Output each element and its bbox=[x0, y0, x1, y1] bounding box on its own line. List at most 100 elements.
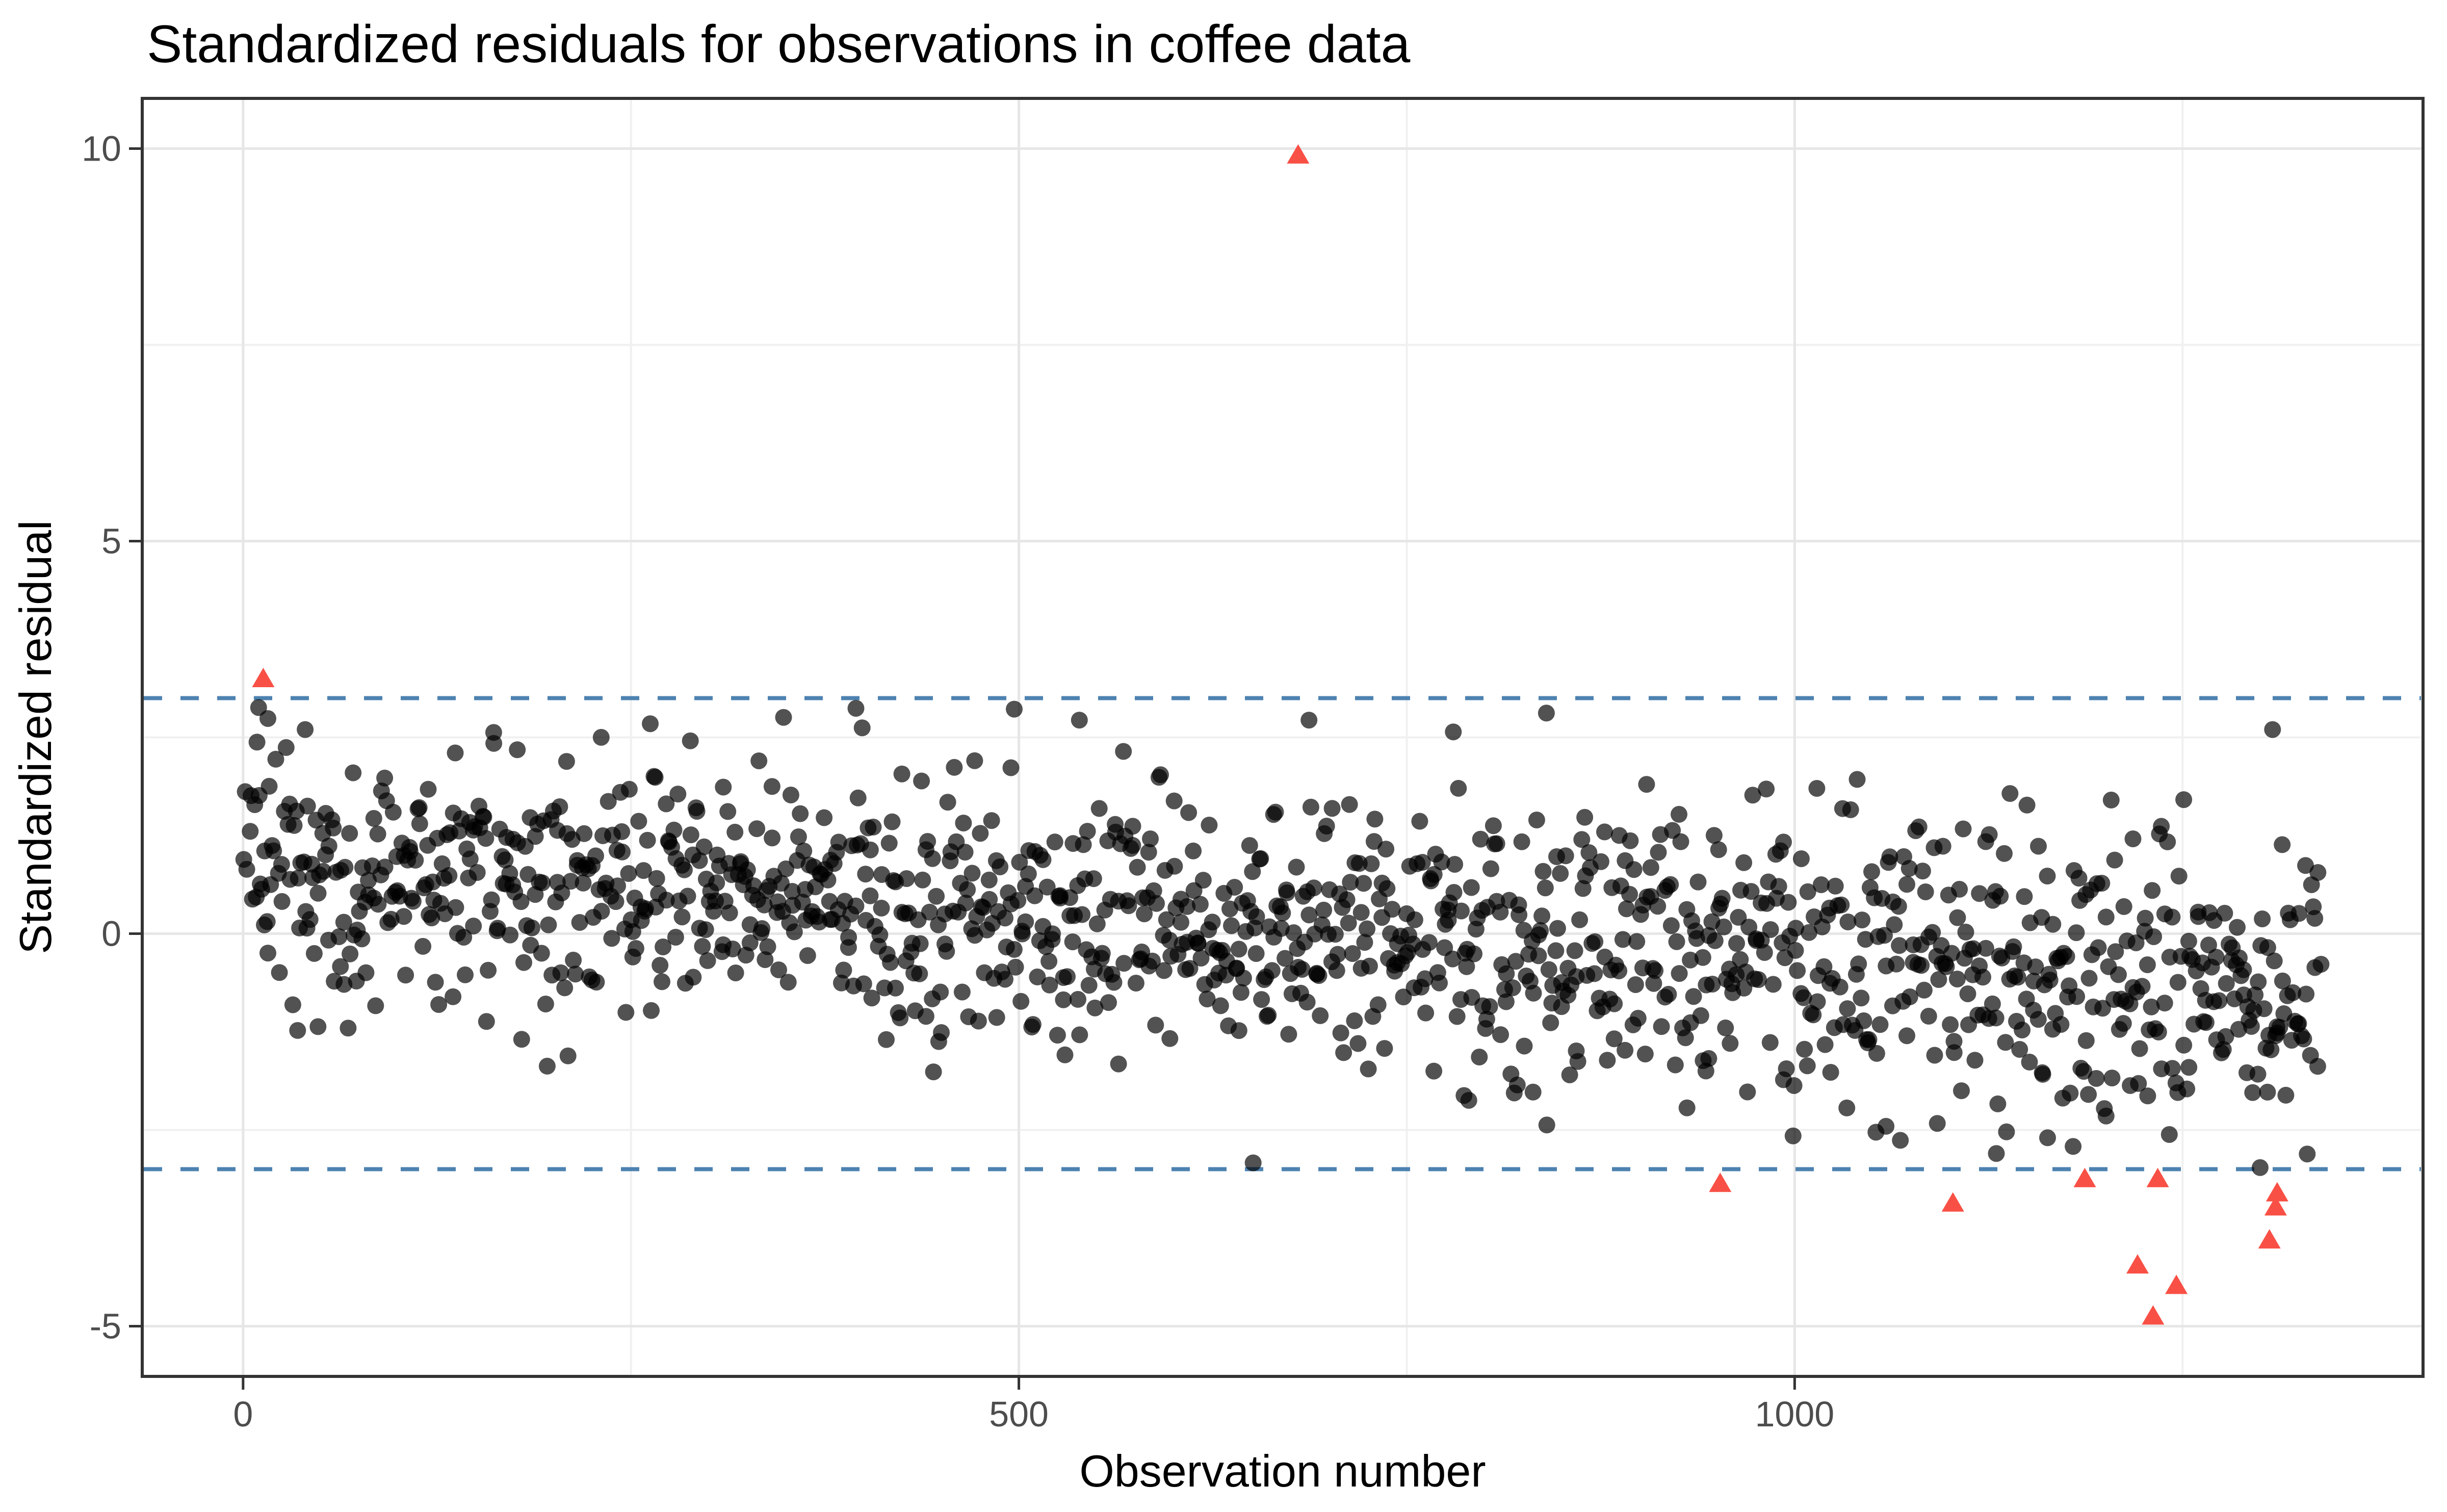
data-point bbox=[325, 819, 342, 837]
data-point bbox=[753, 920, 771, 937]
data-point bbox=[1279, 884, 1295, 901]
data-point bbox=[2102, 791, 2120, 809]
data-point bbox=[1728, 935, 1745, 952]
data-point bbox=[384, 803, 402, 821]
data-point bbox=[2027, 958, 2044, 976]
data-point bbox=[1300, 906, 1318, 924]
data-point bbox=[587, 847, 604, 865]
data-point bbox=[1226, 879, 1243, 896]
data-point bbox=[1448, 1008, 1466, 1025]
y-tick-label: 10 bbox=[82, 129, 121, 169]
data-point bbox=[855, 975, 872, 993]
data-point bbox=[1671, 805, 1687, 823]
data-point bbox=[694, 938, 711, 955]
data-point bbox=[1965, 940, 1982, 957]
data-point bbox=[1910, 818, 1928, 836]
data-point bbox=[1996, 845, 2013, 862]
data-point bbox=[513, 1031, 530, 1048]
data-point bbox=[1029, 968, 1046, 985]
data-point bbox=[1155, 962, 1173, 979]
data-point bbox=[414, 937, 432, 955]
data-point bbox=[593, 903, 610, 920]
data-point bbox=[1460, 1092, 1477, 1109]
data-point bbox=[567, 966, 584, 983]
data-point bbox=[654, 973, 670, 990]
data-point bbox=[1136, 905, 1153, 923]
data-point bbox=[2068, 924, 2085, 942]
data-point bbox=[2075, 1063, 2093, 1080]
data-point bbox=[1586, 965, 1603, 982]
data-point bbox=[1356, 934, 1373, 951]
data-point bbox=[1056, 1046, 1074, 1063]
data-point bbox=[1692, 1007, 1709, 1024]
data-point bbox=[620, 865, 637, 882]
data-point bbox=[1166, 857, 1183, 875]
data-point bbox=[648, 870, 665, 887]
data-point bbox=[342, 945, 359, 962]
data-point bbox=[1020, 865, 1037, 882]
data-point bbox=[1942, 1016, 1959, 1033]
data-point bbox=[440, 867, 458, 884]
data-point bbox=[1924, 924, 1941, 941]
data-point bbox=[407, 851, 424, 869]
data-point bbox=[576, 825, 593, 842]
data-point bbox=[2284, 984, 2302, 1001]
data-point bbox=[1466, 945, 1482, 962]
data-point bbox=[1248, 908, 1265, 925]
data-point bbox=[857, 866, 874, 883]
data-point bbox=[376, 769, 394, 787]
data-point bbox=[2090, 939, 2107, 956]
data-point bbox=[1860, 1031, 1878, 1048]
data-point bbox=[1024, 1016, 1042, 1033]
data-point bbox=[847, 700, 865, 717]
data-point bbox=[480, 961, 497, 979]
data-point bbox=[1533, 907, 1551, 925]
data-point bbox=[2097, 908, 2115, 926]
data-point bbox=[1915, 981, 1933, 999]
data-point bbox=[1917, 883, 1934, 900]
data-point bbox=[2243, 1018, 2260, 1035]
data-point bbox=[911, 965, 928, 982]
data-point bbox=[928, 888, 945, 905]
data-point bbox=[1898, 876, 1915, 893]
data-point bbox=[1115, 955, 1133, 972]
data-point bbox=[556, 979, 574, 997]
data-point bbox=[410, 799, 428, 816]
data-point bbox=[2088, 1070, 2105, 1087]
data-point bbox=[1784, 1127, 1802, 1144]
data-point bbox=[330, 928, 348, 945]
data-point bbox=[1328, 962, 1345, 979]
data-point bbox=[1110, 1055, 1127, 1073]
data-point bbox=[1850, 955, 1867, 973]
data-point bbox=[1148, 895, 1165, 912]
data-point bbox=[1750, 971, 1767, 988]
data-point bbox=[273, 893, 291, 910]
data-point bbox=[1528, 812, 1545, 828]
data-point bbox=[297, 721, 314, 738]
data-point bbox=[447, 744, 464, 762]
axis-tick-marks bbox=[129, 147, 1796, 1390]
data-point bbox=[2175, 791, 2193, 809]
data-point bbox=[259, 945, 276, 962]
data-point bbox=[2127, 934, 2145, 951]
data-point bbox=[552, 964, 569, 981]
data-point bbox=[600, 793, 617, 810]
data-point bbox=[2009, 969, 2026, 986]
data-point bbox=[2145, 928, 2163, 945]
data-point bbox=[1384, 901, 1401, 918]
data-point bbox=[1901, 860, 1918, 877]
data-point bbox=[2030, 838, 2047, 855]
data-point bbox=[1580, 844, 1598, 861]
data-point bbox=[1833, 896, 1850, 914]
data-point bbox=[1040, 953, 1058, 970]
data-point bbox=[1079, 823, 1096, 840]
data-point bbox=[1984, 995, 2001, 1012]
data-point bbox=[1355, 875, 1372, 892]
data-point bbox=[1839, 914, 1857, 930]
data-point bbox=[764, 829, 781, 847]
data-point bbox=[1524, 1083, 1542, 1101]
data-point bbox=[365, 810, 382, 827]
data-point bbox=[726, 823, 744, 841]
data-point bbox=[1787, 942, 1804, 959]
data-point bbox=[553, 884, 570, 902]
